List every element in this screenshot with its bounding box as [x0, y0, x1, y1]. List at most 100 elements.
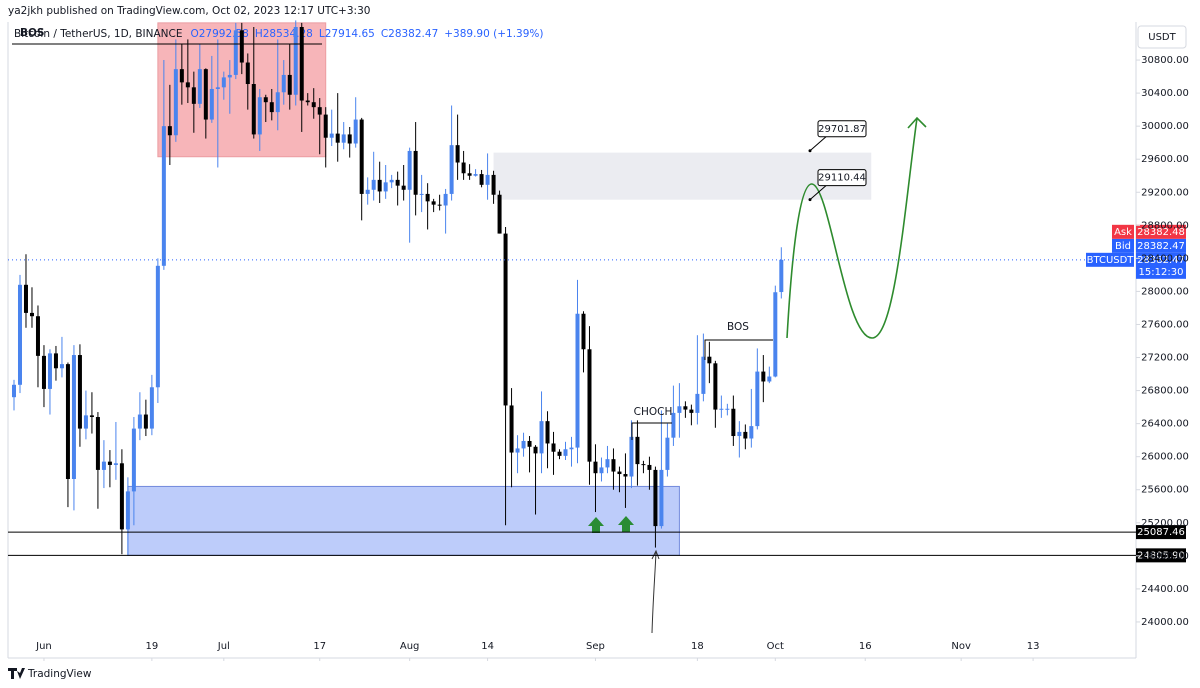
candle-body: [593, 461, 598, 474]
candle-body: [749, 426, 754, 439]
candle-body: [551, 443, 556, 452]
y-tick-label: 28800.00: [1141, 220, 1189, 231]
y-tick-label: 26000.00: [1141, 452, 1189, 463]
candle-body: [95, 417, 100, 470]
candle-body: [689, 409, 694, 413]
x-tick-label: 18: [691, 641, 704, 652]
candle-body: [53, 353, 58, 369]
candle-body: [641, 464, 646, 466]
candle-body: [203, 69, 208, 120]
candle-body: [461, 162, 466, 174]
candle-body: [305, 100, 310, 103]
price-tag: [1136, 238, 1186, 253]
candle-body: [23, 284, 28, 313]
y-tick-label: 26400.00: [1141, 419, 1189, 430]
candle-body: [137, 414, 142, 429]
level-tag-label: 25087.46: [1137, 527, 1185, 538]
candle-body: [17, 284, 22, 385]
y-tick-label: 25600.00: [1141, 485, 1189, 496]
x-tick-label: Jun: [35, 641, 52, 652]
callout-label: 29701.87: [818, 124, 866, 135]
candle-body: [431, 201, 436, 205]
candle-body: [47, 353, 52, 389]
candle-body: [563, 449, 568, 456]
candle-body: [539, 421, 544, 454]
candle-body: [41, 355, 46, 389]
callout-point: [808, 198, 812, 202]
change: +389.90 (+1.39%): [444, 28, 543, 40]
callout-box: [817, 120, 867, 138]
candle-body: [773, 292, 778, 377]
candle-body: [767, 376, 772, 382]
pointer-arrow: [651, 551, 657, 634]
candle-body: [335, 133, 340, 143]
candle-body: [119, 463, 124, 530]
candle-body: [497, 194, 502, 234]
y-tick-label: 30400.00: [1141, 88, 1189, 99]
candle-body: [701, 356, 706, 394]
candle-body: [113, 463, 118, 465]
candle-body: [353, 119, 358, 144]
candle-body: [359, 119, 364, 194]
candle-body: [485, 174, 490, 185]
candle-body: [227, 74, 232, 78]
candle-body: [287, 74, 292, 95]
candle-body: [221, 77, 226, 88]
bos-label: BOS: [727, 321, 749, 333]
y-tick-label: 28000.00: [1141, 286, 1189, 297]
price-tag-name-box: [1112, 238, 1134, 253]
candle-body: [611, 459, 616, 472]
symbol-line: Bitcoin / TetherUS, 1D, BINANCE O27992.58…: [14, 28, 543, 40]
candle-body: [671, 412, 676, 438]
candle-body: [29, 312, 34, 317]
candles: [11, 20, 784, 556]
candle-body: [269, 102, 274, 113]
candle-body: [185, 82, 190, 88]
callout-pointer: [809, 185, 827, 201]
candle-body: [719, 408, 724, 410]
candle-body: [101, 461, 106, 470]
ohlc-close: C28382.47: [381, 28, 438, 40]
choch-line: [631, 422, 672, 440]
candle-body: [341, 134, 346, 143]
candle-body: [107, 461, 112, 465]
tv-logo: [8, 668, 25, 679]
price-tag-name: Ask: [1114, 227, 1132, 238]
candle-body: [437, 204, 442, 206]
candle-body: [653, 469, 658, 527]
level-tag: [1136, 525, 1186, 540]
candle-body: [503, 233, 508, 406]
callout-label: 29110.44: [818, 173, 866, 184]
candle-body: [659, 469, 664, 527]
symbol: Bitcoin / TetherUS, 1D, BINANCE: [14, 28, 182, 40]
candle-body: [533, 446, 538, 454]
y-tick-label: 30000.00: [1141, 121, 1189, 132]
candle-body: [329, 133, 334, 138]
candle-body: [149, 387, 154, 429]
candle-body: [425, 193, 430, 202]
ohlc-low: L27914.65: [319, 28, 375, 40]
candle-body: [263, 97, 268, 103]
choch-label: CHOCH: [634, 406, 673, 418]
candle-body: [155, 265, 160, 388]
candle-body: [605, 459, 610, 468]
candle-body: [755, 371, 760, 427]
ohlc-high: H28534.28: [255, 28, 313, 40]
bos-line: [704, 339, 773, 360]
candle-body: [125, 491, 130, 530]
candle-body: [179, 69, 184, 83]
callout-box: [817, 169, 867, 187]
candle-body: [275, 92, 280, 113]
candle-body: [491, 174, 496, 195]
y-tick-label: 29200.00: [1141, 187, 1189, 198]
candle-body: [407, 150, 412, 190]
candle-body: [617, 471, 622, 475]
callout-point: [808, 149, 812, 153]
candle-body: [443, 193, 448, 206]
projection-arrow-head: [907, 116, 927, 129]
candle-body: [743, 431, 748, 439]
candle-body: [647, 464, 652, 470]
x-tick-label: 14: [481, 641, 494, 652]
